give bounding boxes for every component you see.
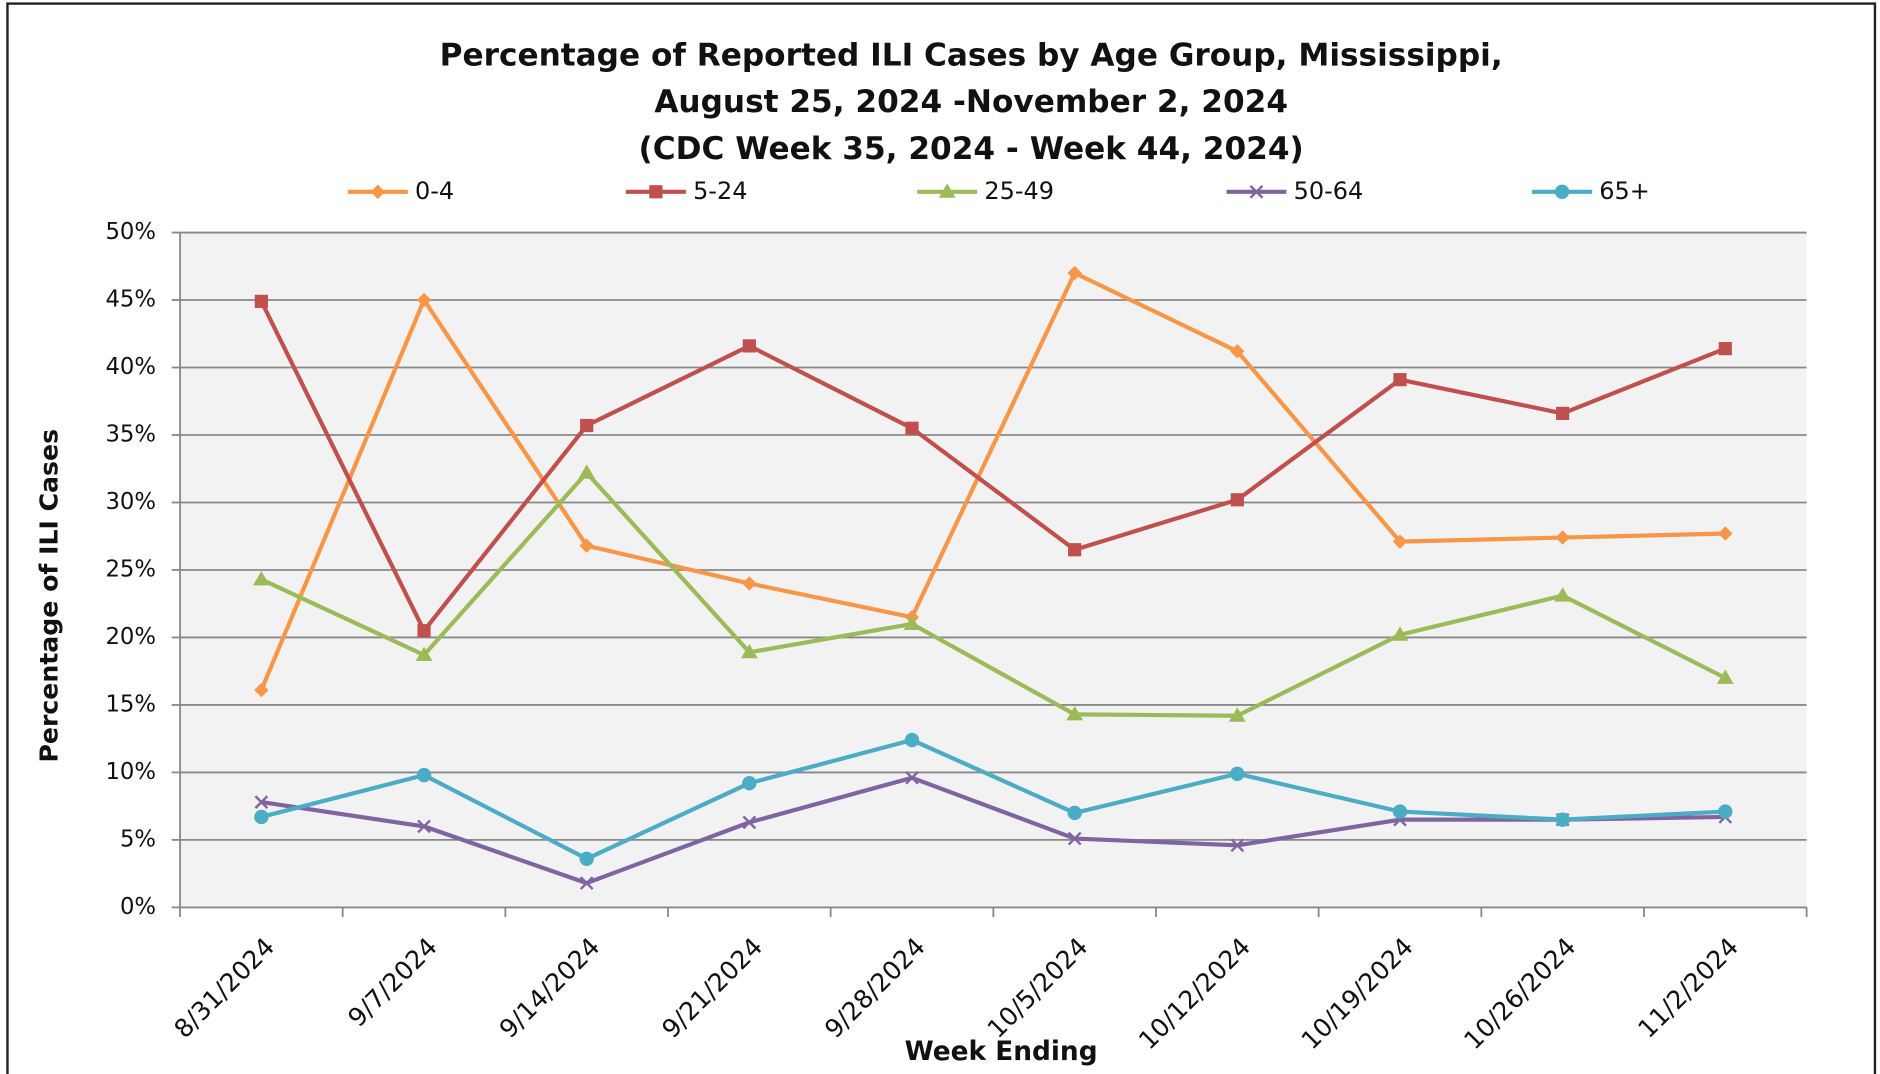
data-point xyxy=(1555,530,1570,545)
data-point xyxy=(580,418,594,433)
data-point xyxy=(578,464,596,479)
legend-label: 5-24 xyxy=(693,177,747,205)
chart-title: (CDC Week 35, 2024 - Week 44, 2024) xyxy=(639,131,1304,167)
data-point xyxy=(254,809,269,825)
data-point xyxy=(1230,838,1245,853)
data-point xyxy=(1067,805,1082,821)
data-point xyxy=(1718,804,1733,819)
legend-marker xyxy=(649,185,663,199)
data-point xyxy=(1228,707,1246,722)
data-point xyxy=(1554,587,1572,602)
data-point xyxy=(905,421,919,435)
data-point xyxy=(1067,831,1082,846)
data-point xyxy=(1066,705,1084,721)
data-point xyxy=(1718,342,1732,356)
data-point xyxy=(254,795,269,809)
legend-marker xyxy=(1554,184,1570,199)
data-point xyxy=(1393,373,1407,387)
legend-label: 50-64 xyxy=(1294,177,1364,205)
legend-marker xyxy=(938,183,956,198)
series-line xyxy=(261,775,1726,886)
chart-title: Percentage of Reported ILI Cases by Age … xyxy=(440,37,1503,73)
data-point xyxy=(252,571,270,586)
y-tick-label: 45% xyxy=(105,287,156,313)
data-point xyxy=(1068,543,1082,557)
data-point xyxy=(1230,766,1245,781)
series-line xyxy=(260,737,1726,861)
data-point xyxy=(742,576,757,591)
data-point xyxy=(416,292,432,308)
data-point xyxy=(579,538,594,553)
y-axis-label: Percentage of ILI Cases xyxy=(35,429,64,763)
data-point xyxy=(417,819,431,834)
series-line xyxy=(259,270,1726,691)
legend-label: 0-4 xyxy=(415,177,454,205)
data-point xyxy=(579,876,594,890)
data-point xyxy=(1392,534,1408,549)
data-point xyxy=(1556,406,1570,420)
legend-label: 25-49 xyxy=(984,177,1054,205)
series-line xyxy=(260,470,1727,718)
y-tick-label: 40% xyxy=(105,354,156,380)
data-point xyxy=(1718,526,1733,541)
data-point xyxy=(742,339,756,353)
y-tick-label: 20% xyxy=(105,624,156,650)
data-point xyxy=(742,776,757,791)
y-tick-label: 25% xyxy=(105,556,156,582)
y-tick-label: 50% xyxy=(105,219,156,245)
series-line xyxy=(259,300,1727,633)
legend-marker xyxy=(370,184,386,199)
data-point xyxy=(742,815,757,830)
data-point xyxy=(1230,493,1244,507)
data-point xyxy=(1067,265,1082,281)
data-point xyxy=(254,294,268,308)
legend-label: 65+ xyxy=(1599,177,1650,205)
y-tick-label: 30% xyxy=(105,489,156,515)
y-tick-label: 10% xyxy=(105,759,156,785)
data-point xyxy=(416,767,432,783)
x-axis-label: Week Ending xyxy=(905,1037,1098,1067)
data-point xyxy=(903,615,921,630)
data-point xyxy=(579,851,594,866)
y-tick-label: 15% xyxy=(105,691,156,717)
data-point xyxy=(1391,626,1409,641)
legend-marker xyxy=(1249,184,1264,199)
data-point xyxy=(417,624,431,638)
data-point xyxy=(905,770,919,785)
y-tick-label: 0% xyxy=(120,894,156,920)
chart-title: August 25, 2024 -November 2, 2024 xyxy=(654,84,1288,120)
y-tick-label: 35% xyxy=(105,421,156,447)
data-point xyxy=(1392,804,1408,819)
data-point xyxy=(1716,669,1734,684)
data-point xyxy=(904,732,920,748)
data-point xyxy=(740,643,758,659)
data-point xyxy=(415,646,433,661)
y-tick-label: 5% xyxy=(120,826,156,852)
data-point xyxy=(1555,812,1570,827)
